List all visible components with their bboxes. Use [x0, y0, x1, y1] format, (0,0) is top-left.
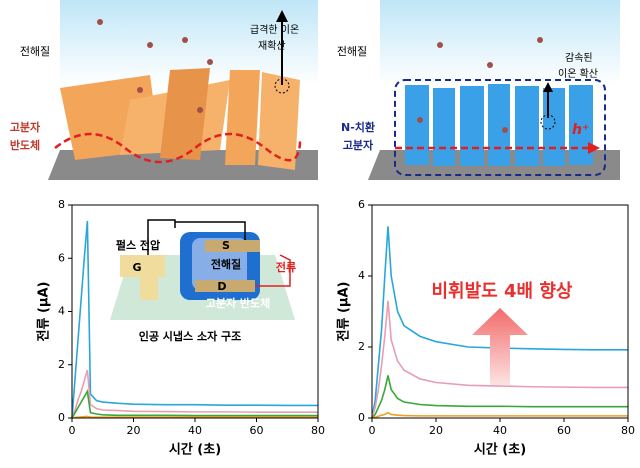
- x-tick-label: 80: [311, 424, 325, 437]
- label: S: [222, 239, 230, 252]
- series-line: [71, 369, 318, 419]
- label: 감속된: [565, 52, 593, 64]
- y-tick-label: 0: [58, 411, 65, 424]
- label: 펄스 전압: [116, 238, 160, 252]
- label: 고분자 반도체: [206, 296, 271, 310]
- y-tick-label: 8: [58, 198, 65, 211]
- label: h⁺: [572, 122, 589, 138]
- label: 고분자: [343, 138, 374, 152]
- x-tick-label: 80: [621, 424, 635, 437]
- label: D: [217, 280, 226, 293]
- x-tick-label: 40: [188, 424, 202, 437]
- label: 전류: [276, 260, 296, 274]
- y-tick-label: 0: [358, 411, 365, 424]
- left-illustration: 전해질 급격한 이온 재확산 고분자 반도체: [10, 0, 318, 180]
- series-line: [371, 226, 628, 419]
- y-tick-label: 6: [58, 251, 65, 264]
- series-line: [71, 415, 318, 419]
- y-tick-label: 4: [58, 305, 65, 318]
- x-tick-label: 60: [250, 424, 264, 437]
- series-line: [71, 388, 318, 419]
- y-axis-label: 전류 (μA): [336, 282, 352, 342]
- series-line: [371, 411, 628, 419]
- label: G: [132, 261, 141, 274]
- y-axis-label: 전류 (μA): [36, 282, 52, 342]
- x-tick-label: 0: [369, 424, 376, 437]
- inset: 펄스 전압 G S 전해질 D 전류 고분자 반도체 인공 시냅스 소자 구조: [110, 219, 296, 343]
- x-axis-label: 시간 (초): [474, 442, 526, 458]
- label: 반도체: [10, 138, 40, 152]
- y-tick-label: 2: [58, 358, 65, 371]
- series-line: [71, 220, 318, 419]
- right-illustration: 전해질 감속된 이온 확산 N-치환 고분자 h⁺: [337, 0, 620, 180]
- x-tick-label: 40: [493, 424, 507, 437]
- label: N-치환: [341, 120, 375, 134]
- x-tick-label: 20: [429, 424, 443, 437]
- label: 급격한 이온: [250, 23, 299, 36]
- caption: 인공 시냅스 소자 구조: [139, 329, 242, 343]
- series-line: [371, 300, 628, 419]
- x-tick-label: 20: [127, 424, 141, 437]
- annotation-group: 비휘발도 4배 향상: [432, 280, 573, 385]
- x-axis-label: 시간 (초): [169, 442, 221, 458]
- y-tick-label: 6: [358, 198, 365, 211]
- label: 재확산: [258, 40, 286, 52]
- label: 전해질: [337, 44, 367, 58]
- x-tick-label: 60: [557, 424, 571, 437]
- annotation: 비휘발도 4배 향상: [432, 280, 573, 302]
- y-tick-label: 2: [358, 340, 365, 353]
- label: 전해질: [211, 257, 241, 271]
- label: 고분자: [10, 120, 41, 134]
- label: 전해질: [20, 44, 50, 58]
- y-tick-label: 4: [358, 269, 365, 282]
- series-line: [371, 375, 628, 419]
- x-tick-label: 0: [69, 424, 76, 437]
- label: 이온 확산: [558, 68, 598, 80]
